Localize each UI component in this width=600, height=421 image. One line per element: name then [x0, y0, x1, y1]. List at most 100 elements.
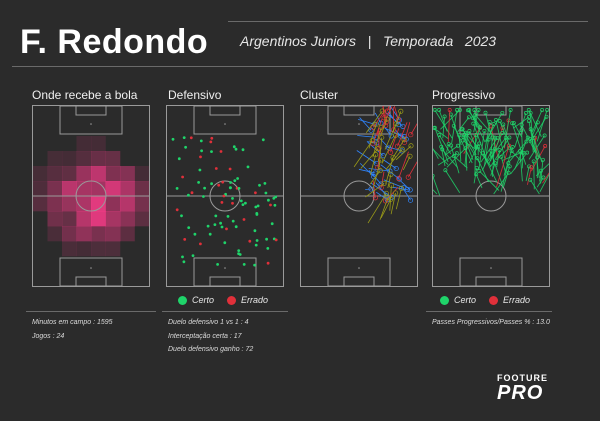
- progressive-pass-end: [449, 143, 453, 148]
- progressive-pass-end: [437, 108, 442, 112]
- cluster-pass-origin: [407, 153, 413, 159]
- progressive-pass-arrow: [444, 145, 459, 156]
- defensive-action-point: [234, 225, 238, 229]
- cluster-pass-line: [367, 193, 387, 224]
- cluster-pass-line: [372, 159, 381, 189]
- progressive-pass-end: [497, 148, 502, 153]
- progressive-pass-arrow: [473, 109, 479, 133]
- defensive-action-point: [217, 183, 221, 187]
- defensive-action-point: [256, 204, 260, 208]
- defensive-action-point: [253, 229, 257, 233]
- heat-cell: [120, 226, 135, 242]
- progressive-pass-end: [526, 108, 531, 112]
- progressive-pass-arrow: [458, 135, 462, 162]
- cluster-pass-line: [385, 157, 394, 185]
- cluster-pass-origin: [396, 175, 402, 181]
- defensive-action-point: [242, 218, 246, 221]
- cluster-pass-line: [359, 117, 372, 131]
- club-name: Argentinos Juniors: [240, 33, 356, 49]
- progressive-pass-arrow: [474, 114, 496, 138]
- heat-cell: [76, 181, 92, 197]
- progressive-pass-end: [506, 170, 511, 175]
- progressive-pass-arrow: [433, 127, 449, 139]
- cluster-pass-origin: [385, 194, 391, 201]
- progressive-pass-arrow: [513, 122, 522, 138]
- brand-logo-top: FOOTURE: [497, 373, 548, 383]
- defensive-action-point: [231, 219, 235, 223]
- defensive-action-point: [244, 201, 247, 205]
- cluster-pitch: [300, 105, 418, 287]
- defensive-action-point: [213, 223, 217, 226]
- heat-cell: [120, 211, 135, 227]
- penalty-spot-bottom: [358, 267, 360, 269]
- cluster-pass-line: [384, 127, 405, 137]
- cluster-pass-line: [372, 119, 383, 144]
- progressive-pass-end: [506, 161, 511, 166]
- cluster-pass-line: [390, 128, 400, 153]
- defensive-action-point: [254, 205, 258, 209]
- defensive-action-point: [197, 181, 200, 184]
- progressive-pass-end: [486, 137, 491, 142]
- success-dot-icon: [440, 295, 449, 305]
- progressive-pass-arrow: [440, 146, 446, 167]
- defensive-action-point: [266, 261, 270, 265]
- defensive-action-point: [189, 136, 193, 140]
- defensive-action-point: [274, 238, 278, 242]
- defensive-action-point: [231, 201, 234, 205]
- progressive-pass-arrow: [468, 109, 486, 143]
- cluster-pass-line: [358, 168, 376, 174]
- progressive-pass-end: [476, 144, 481, 149]
- progressive-pass-arrow: [536, 109, 548, 142]
- progressive-pass-arrow: [434, 109, 453, 139]
- progressive-pass-end: [531, 159, 536, 164]
- defensive-action-point: [223, 241, 227, 245]
- cluster-pass-line: [375, 182, 388, 197]
- defensive-action-point: [232, 145, 236, 149]
- season-label: Temporada: [382, 33, 454, 49]
- progressive-pass-arrow: [519, 151, 523, 182]
- heat-cell: [91, 211, 106, 227]
- defensive-action-point: [221, 180, 225, 184]
- heat-cell: [76, 241, 92, 257]
- heat-cell: [47, 196, 63, 212]
- defensive-action-point: [241, 203, 245, 206]
- defensive-action-point: [187, 226, 191, 229]
- penalty-box-top: [193, 106, 257, 135]
- progressive-pass-arrow: [487, 137, 507, 162]
- defensive-actions-chart: [167, 106, 283, 286]
- heat-cell: [120, 166, 135, 182]
- progressive-pass-end: [528, 127, 533, 132]
- heat-cell: [134, 196, 149, 212]
- penalty-spot-top: [358, 123, 360, 125]
- defensive-action-point: [222, 194, 226, 198]
- defensive-action-point: [187, 193, 190, 197]
- progressive-pass-arrow: [491, 137, 496, 177]
- progressive-pass-arrow: [530, 112, 534, 153]
- cluster-pass-line: [356, 150, 377, 164]
- heat-cell: [105, 181, 121, 197]
- penalty-box-top: [59, 106, 123, 135]
- defensive-action-point: [183, 238, 187, 241]
- cluster-pass-origin: [398, 185, 404, 191]
- heat-cell: [91, 136, 106, 152]
- heat-cell: [120, 196, 135, 212]
- progressive-passes-chart: [433, 106, 549, 286]
- progressive-pass-end: [471, 121, 476, 126]
- defensive-action-point: [177, 157, 181, 161]
- progressive-pass-arrow: [514, 112, 527, 148]
- defensive-action-point: [214, 167, 218, 170]
- cluster-pass-origin: [399, 146, 405, 152]
- progressive-pass-end: [507, 164, 512, 169]
- cluster-pass-line: [392, 111, 402, 133]
- stats-divider: [26, 311, 156, 312]
- defensive-pitch: [166, 105, 284, 287]
- success-dot-icon: [178, 295, 187, 305]
- header-divider: [12, 66, 588, 67]
- progressive-pass-end: [433, 126, 436, 131]
- cluster-pass-origin: [407, 197, 414, 203]
- games-stat: Jogos : 24: [32, 333, 65, 340]
- cluster-pass-line: [369, 170, 381, 185]
- progressive-pass-end: [523, 111, 528, 115]
- progressive-pass-end: [503, 135, 508, 140]
- cluster-pass-origin: [381, 115, 387, 121]
